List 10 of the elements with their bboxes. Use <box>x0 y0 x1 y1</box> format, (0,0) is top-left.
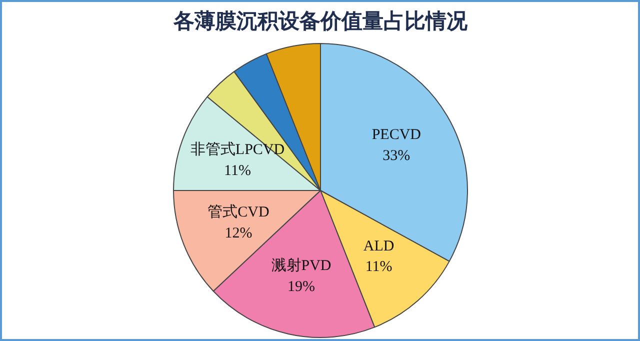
data-label: 33% <box>382 148 410 164</box>
slice-label: ALD <box>363 238 394 254</box>
data-label: 19% <box>288 278 316 295</box>
data-label: 11% <box>365 259 392 276</box>
chart-title: 各薄膜沉积设备价值量占比情况 <box>172 8 468 33</box>
data-label: 11% <box>224 163 251 180</box>
slice-label: PECVD <box>372 127 422 144</box>
slice-label: 溅射PVD <box>271 257 332 274</box>
slice-label: 管式CVD <box>208 204 270 221</box>
data-label: 12% <box>224 225 252 242</box>
